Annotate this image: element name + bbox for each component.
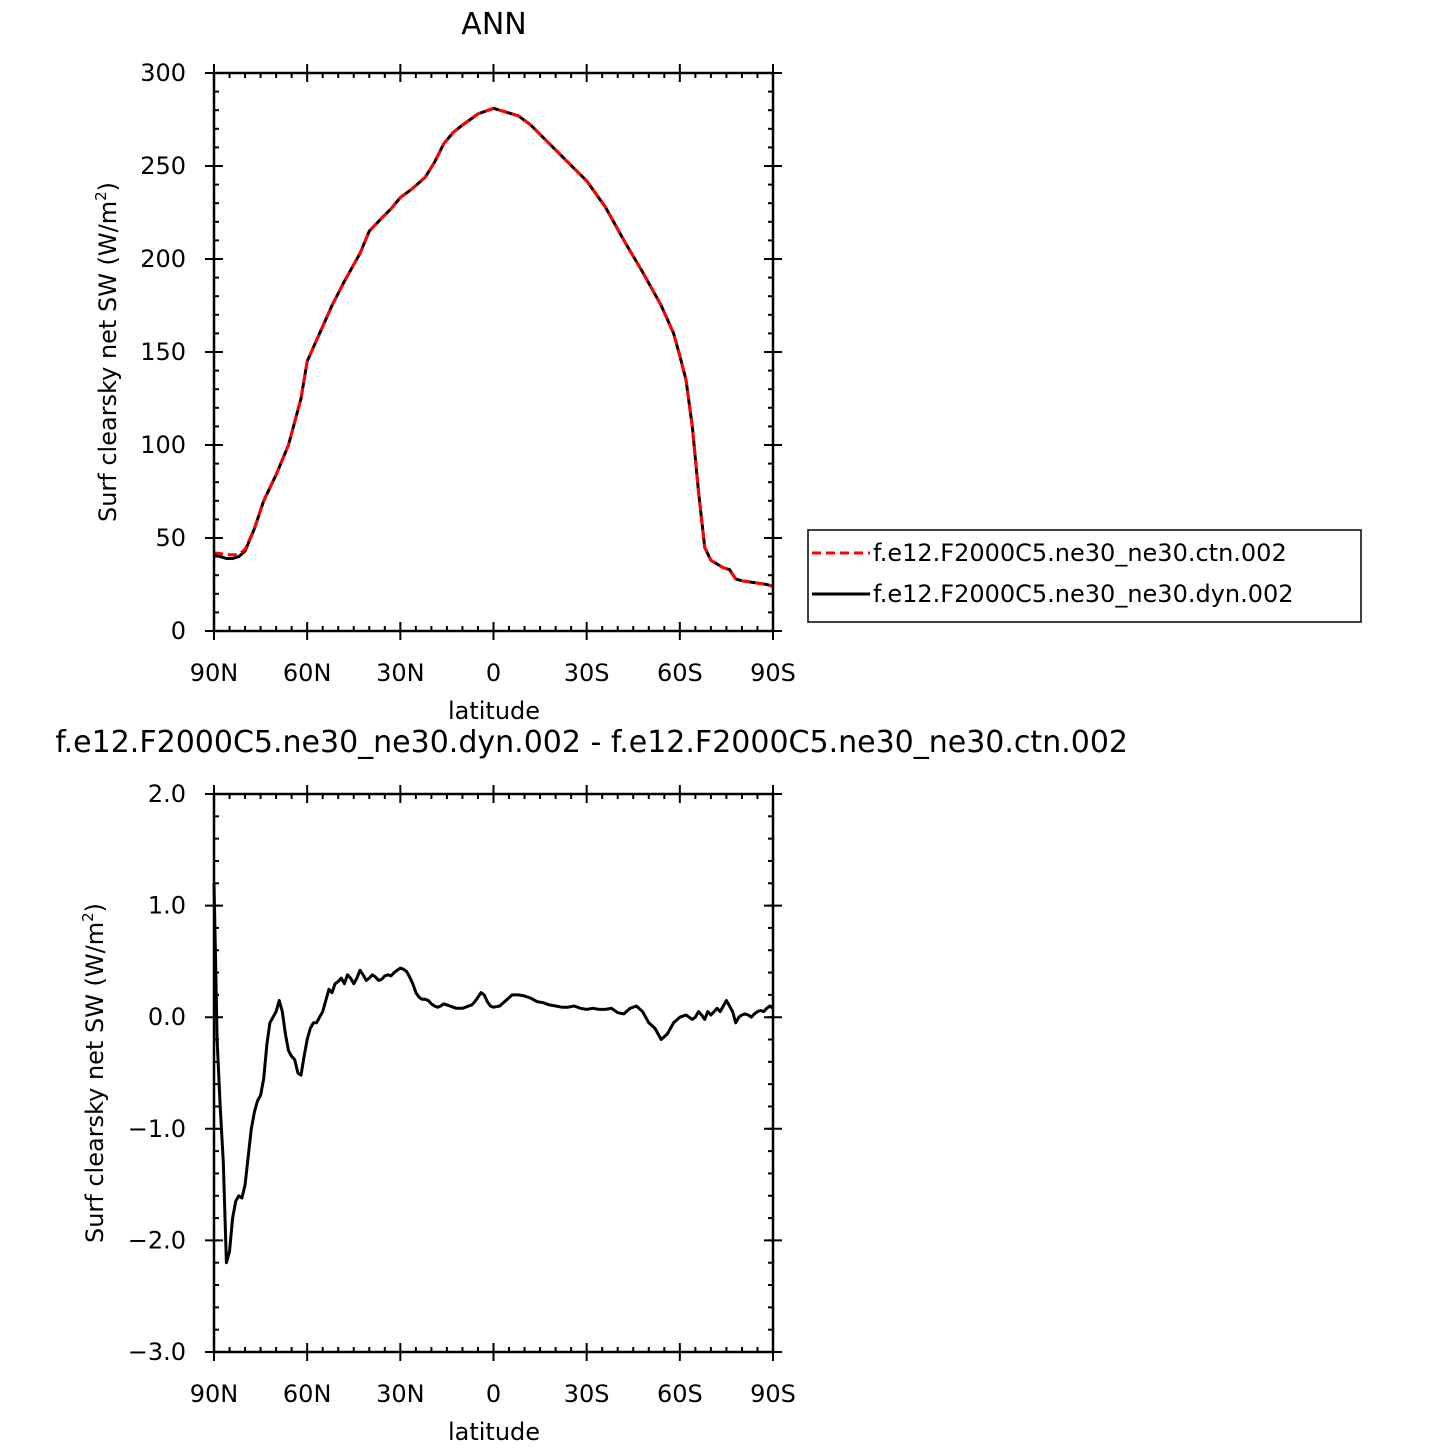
legend-label-ctn: f.e12.F2000C5.ne30_ne30.ctn.002 xyxy=(873,539,1287,567)
legend-label-dyn: f.e12.F2000C5.ne30_ne30.dyn.002 xyxy=(873,580,1294,608)
x-tick-labels: 90N 60N 30N 0 30S 60S 90S xyxy=(190,1380,796,1408)
x-tick-label: 90N xyxy=(190,659,239,687)
y-tick-label: 2.0 xyxy=(148,780,186,808)
y-tick-label: 1.0 xyxy=(148,892,186,920)
x-tick-label: 90N xyxy=(190,1380,239,1408)
legend: f.e12.F2000C5.ne30_ne30.ctn.002 f.e12.F2… xyxy=(807,529,1362,623)
x-tick-label: 90S xyxy=(750,1380,796,1408)
x-tick-label: 30N xyxy=(376,1380,425,1408)
x-tick-label: 30N xyxy=(376,659,425,687)
y-axis-title: Surf clearsky net SW (W/m2) xyxy=(79,903,109,1243)
y-tick-label: −3.0 xyxy=(128,1338,186,1366)
difference-plot-panel: f.e12.F2000C5.ne30_ne30.dyn.002 - f.e12.… xyxy=(55,725,1128,1446)
x-tick-label: 60S xyxy=(657,1380,703,1408)
series-lines xyxy=(212,883,774,1265)
y-tick-label: 200 xyxy=(140,245,186,273)
y-tick-label: −2.0 xyxy=(128,1226,186,1254)
axis-ticks xyxy=(205,64,782,640)
x-tick-label: 30S xyxy=(564,1380,610,1408)
series-line-difference xyxy=(212,883,774,1265)
series-line-ctn xyxy=(213,106,774,588)
x-tick-label: 60N xyxy=(283,1380,332,1408)
y-tick-label: −1.0 xyxy=(128,1115,186,1143)
plot-frame xyxy=(212,71,775,633)
plot-title: f.e12.F2000C5.ne30_ne30.dyn.002 - f.e12.… xyxy=(55,725,1128,760)
axis-ticks xyxy=(205,785,782,1361)
y-tick-label: 300 xyxy=(140,59,186,87)
plot-frame xyxy=(212,792,775,1354)
y-axis-title: Surf clearsky net SW (W/m2) xyxy=(92,182,122,522)
x-tick-label: 30S xyxy=(564,659,610,687)
x-tick-label: 60S xyxy=(657,659,703,687)
y-tick-label: 50 xyxy=(155,524,186,552)
y-tick-label: 0.0 xyxy=(148,1003,186,1031)
y-tick-label: 150 xyxy=(140,338,186,366)
y-tick-label: 100 xyxy=(140,431,186,459)
plot-title: ANN xyxy=(461,7,526,42)
series-line-dyn xyxy=(213,106,774,588)
y-tick-label: 250 xyxy=(140,152,186,180)
x-axis-title: latitude xyxy=(448,1418,540,1446)
x-tick-label: 0 xyxy=(486,659,501,687)
x-axis-title: latitude xyxy=(448,697,540,725)
x-tick-label: 60N xyxy=(283,659,332,687)
y-tick-labels: −3.0 −2.0 −1.0 0.0 1.0 2.0 xyxy=(128,780,186,1366)
x-tick-label: 0 xyxy=(486,1380,501,1408)
x-tick-label: 90S xyxy=(750,659,796,687)
x-tick-labels: 90N 60N 30N 0 30S 60S 90S xyxy=(190,659,796,687)
y-tick-labels: 0 50 100 150 200 250 300 xyxy=(140,59,186,645)
series-lines xyxy=(213,106,774,588)
y-tick-label: 0 xyxy=(171,617,186,645)
legend-box xyxy=(807,529,1362,623)
